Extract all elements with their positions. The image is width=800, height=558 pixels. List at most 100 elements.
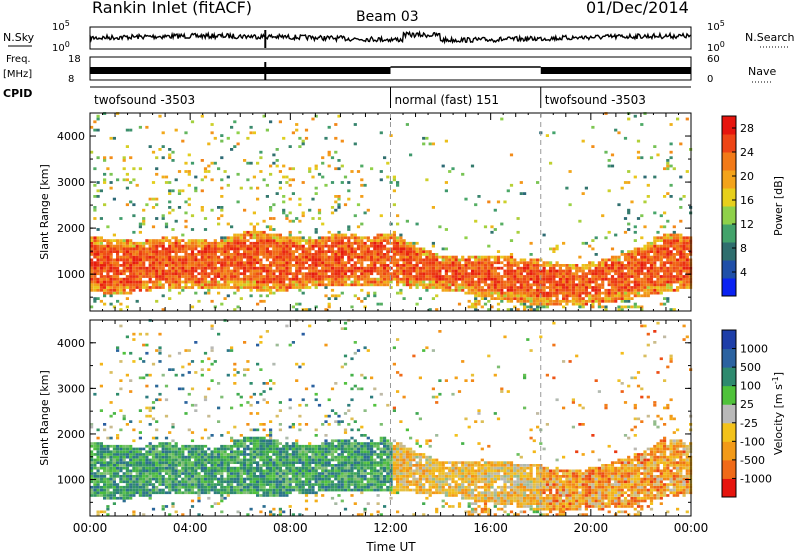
heatmap-cell bbox=[188, 491, 191, 494]
heatmap-cell bbox=[175, 267, 178, 270]
heatmap-cell bbox=[158, 253, 161, 256]
heatmap-cell bbox=[429, 261, 432, 264]
heatmap-cell bbox=[93, 248, 96, 251]
heatmap-cell bbox=[155, 491, 158, 494]
heatmap-cell bbox=[188, 154, 191, 157]
heatmap-cell bbox=[425, 272, 428, 275]
heatmap-cell bbox=[591, 275, 594, 278]
heatmap-cell bbox=[367, 283, 370, 286]
heatmap-cell bbox=[165, 442, 168, 445]
heatmap-cell bbox=[214, 283, 217, 286]
heatmap-cell bbox=[670, 278, 673, 281]
heatmap-cell bbox=[126, 145, 129, 148]
heatmap-cell bbox=[666, 167, 669, 170]
heatmap-cell bbox=[171, 259, 174, 262]
heatmap-cell bbox=[679, 234, 682, 237]
heatmap-cell bbox=[113, 478, 116, 481]
heatmap-cell bbox=[364, 236, 367, 239]
heatmap-cell bbox=[158, 281, 161, 284]
heatmap-cell bbox=[666, 242, 669, 245]
heatmap-cell bbox=[97, 289, 100, 292]
heatmap-cell bbox=[237, 480, 240, 483]
heatmap-cell bbox=[119, 453, 122, 456]
heatmap-cell bbox=[396, 248, 399, 251]
heatmap-cell bbox=[588, 286, 591, 289]
heatmap-cell bbox=[311, 176, 314, 179]
heatmap-cell bbox=[126, 242, 129, 245]
heatmap-cell bbox=[686, 281, 689, 284]
heatmap-cell bbox=[123, 464, 126, 467]
heatmap-cell bbox=[406, 272, 409, 275]
heatmap-cell bbox=[132, 456, 135, 459]
heatmap-cell bbox=[123, 352, 126, 355]
heatmap-cell bbox=[530, 297, 533, 300]
heatmap-cell bbox=[194, 404, 197, 407]
heatmap-cell bbox=[181, 245, 184, 248]
heatmap-cell bbox=[627, 297, 630, 300]
heatmap-cell bbox=[569, 278, 572, 281]
heatmap-cell bbox=[171, 250, 174, 253]
heatmap-cell bbox=[640, 278, 643, 281]
heatmap-cell bbox=[175, 483, 178, 486]
heatmap-cell bbox=[285, 239, 288, 242]
heatmap-cell bbox=[461, 267, 464, 270]
heatmap-cell bbox=[582, 275, 585, 278]
heatmap-cell bbox=[556, 303, 559, 306]
heatmap-cell bbox=[302, 286, 305, 289]
heatmap-cell bbox=[543, 283, 546, 286]
heatmap-cell bbox=[136, 267, 139, 270]
heatmap-cell bbox=[503, 286, 506, 289]
heatmap-cell bbox=[679, 259, 682, 262]
heatmap-cell bbox=[103, 480, 106, 483]
heatmap-cell bbox=[97, 467, 100, 470]
heatmap-cell bbox=[282, 278, 285, 281]
heatmap-cell bbox=[536, 261, 539, 264]
heatmap-cell bbox=[556, 275, 559, 278]
heatmap-cell bbox=[165, 256, 168, 259]
heatmap-cell bbox=[93, 270, 96, 273]
heatmap-cell bbox=[145, 248, 148, 251]
heatmap-cell bbox=[624, 259, 627, 262]
heatmap-cell bbox=[357, 203, 360, 206]
heatmap-cell bbox=[572, 283, 575, 286]
heatmap-cell bbox=[233, 439, 236, 442]
heatmap-cell bbox=[259, 286, 262, 289]
heatmap-cell bbox=[412, 267, 415, 270]
heatmap-cell bbox=[334, 283, 337, 286]
heatmap-cell bbox=[214, 448, 217, 451]
heatmap-cell bbox=[243, 470, 246, 473]
heatmap-cell bbox=[243, 253, 246, 256]
heatmap-cell bbox=[272, 261, 275, 264]
heatmap-cell bbox=[484, 225, 487, 228]
heatmap-cell bbox=[116, 434, 119, 437]
heatmap-cell bbox=[106, 167, 109, 170]
heatmap-cell bbox=[227, 250, 230, 253]
heatmap-cell bbox=[565, 267, 568, 270]
heatmap-cell bbox=[194, 472, 197, 475]
heatmap-cell bbox=[116, 267, 119, 270]
heatmap-cell bbox=[435, 294, 438, 297]
heatmap-cell bbox=[289, 256, 292, 259]
heatmap-cell bbox=[204, 286, 207, 289]
heatmap-cell bbox=[670, 184, 673, 187]
heatmap-cell bbox=[556, 272, 559, 275]
heatmap-cell bbox=[100, 261, 103, 264]
heatmap-cell bbox=[220, 467, 223, 470]
heatmap-cell bbox=[233, 445, 236, 448]
heatmap-cell bbox=[357, 239, 360, 242]
heatmap-cell bbox=[269, 275, 272, 278]
heatmap-cell bbox=[686, 253, 689, 256]
heatmap-cell bbox=[201, 178, 204, 181]
heatmap-cell bbox=[178, 489, 181, 492]
heatmap-cell bbox=[165, 437, 168, 440]
heatmap-cell bbox=[461, 289, 464, 292]
heatmap-cell bbox=[331, 294, 334, 297]
heatmap-cell bbox=[276, 242, 279, 245]
heatmap-cell bbox=[409, 286, 412, 289]
heatmap-cell bbox=[188, 253, 191, 256]
heatmap-cell bbox=[227, 278, 230, 281]
heatmap-cell bbox=[230, 225, 233, 228]
heatmap-cell bbox=[129, 283, 132, 286]
heatmap-cell bbox=[240, 261, 243, 264]
heatmap-cell bbox=[204, 445, 207, 448]
